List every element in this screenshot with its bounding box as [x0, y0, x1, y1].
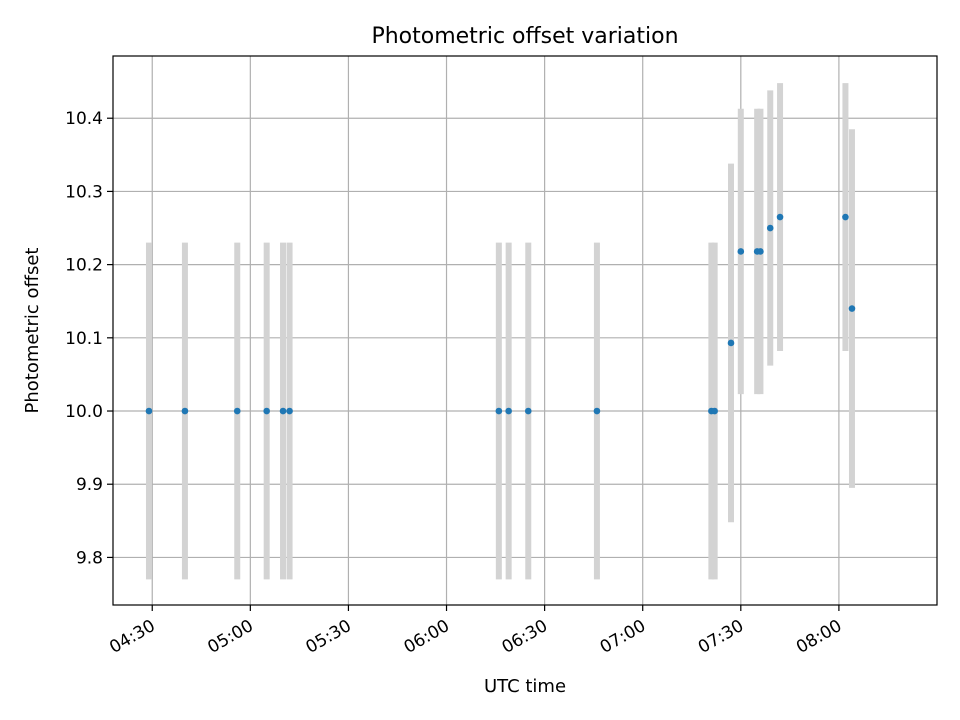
- data-point: [263, 407, 270, 415]
- x-tick-label: 04:30: [106, 616, 158, 658]
- y-tick-label: 9.9: [76, 475, 103, 495]
- data-points: [145, 213, 856, 415]
- x-tick-label: 07:00: [597, 616, 649, 658]
- y-tick-label: 10.1: [65, 329, 103, 349]
- data-point: [757, 248, 764, 255]
- data-point: [727, 339, 735, 347]
- data-point: [286, 407, 293, 415]
- data-point: [233, 407, 241, 415]
- y-tick-label: 10.3: [65, 182, 103, 202]
- y-tick-label: 9.8: [76, 548, 103, 568]
- data-point: [279, 407, 287, 415]
- x-tick-label: 08:00: [793, 616, 845, 658]
- data-point: [145, 407, 153, 415]
- x-tick-label: 05:30: [302, 616, 354, 658]
- y-axis-label: Photometric offset: [22, 248, 43, 414]
- plot-frame: [112, 55, 938, 606]
- data-point: [181, 407, 189, 415]
- data-point: [737, 248, 745, 255]
- x-tick-label: 07:30: [695, 616, 747, 658]
- error-bars: [145, 83, 855, 580]
- chart-title: Photometric offset variation: [371, 24, 678, 49]
- data-point: [593, 407, 601, 415]
- data-point: [842, 213, 849, 221]
- x-tick-label: 05:00: [204, 616, 256, 658]
- data-point: [524, 407, 532, 415]
- y-tick-label: 10.0: [65, 402, 103, 422]
- y-tick-label: 10.4: [65, 109, 103, 129]
- x-axis-label: UTC time: [484, 676, 566, 697]
- data-point: [505, 407, 512, 415]
- data-point: [776, 213, 784, 221]
- y-tick-label: 10.2: [65, 256, 103, 276]
- x-tick-label: 06:00: [401, 616, 453, 658]
- data-point: [848, 305, 856, 312]
- x-tick-label: 06:30: [499, 616, 551, 658]
- data-point: [711, 407, 718, 415]
- grid-lines: [113, 56, 937, 605]
- data-point: [766, 224, 774, 232]
- data-point: [495, 407, 503, 415]
